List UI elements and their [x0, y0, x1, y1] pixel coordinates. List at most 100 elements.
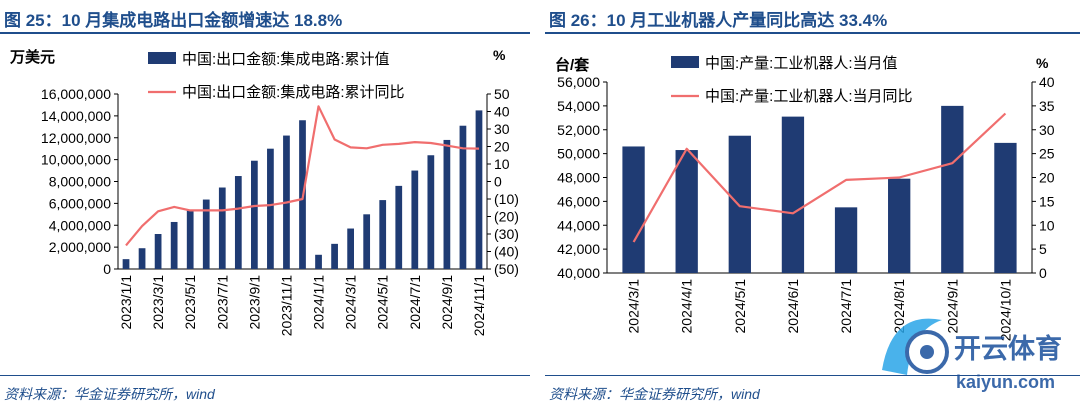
- right-title-rule: [545, 32, 1080, 34]
- right-y-left-label: 台/套: [555, 56, 590, 74]
- left-y-right-tick-label: (30): [494, 226, 519, 242]
- right-y-left-tick-label: 40,000: [557, 265, 600, 281]
- left-bar: [475, 110, 483, 269]
- left-bar: [395, 185, 403, 269]
- right-x-tick-label: 2024/6/1: [785, 279, 801, 334]
- left-legend-line-label: 中国:出口金额:集成电路:累计同比: [182, 84, 405, 101]
- right-x-tick-label: 2024/4/1: [679, 279, 695, 334]
- right-bar: [888, 178, 911, 273]
- left-bar: [443, 139, 451, 269]
- left-bar: [411, 170, 419, 269]
- left-chart: 万美元 % 0 2,000,000 4,000,000 6,000,000 8,000,00…: [9, 47, 519, 336]
- left-source-note: 资料来源：华金证券研究所，wind: [4, 386, 215, 402]
- right-bar: [622, 146, 645, 273]
- left-bar: [154, 234, 162, 269]
- left-y-right-tick-label: (50): [494, 261, 519, 277]
- left-x-tick-label: 2023/11/1: [278, 275, 294, 336]
- right-y-right-tick-label: 5: [1039, 241, 1047, 257]
- right-y-right-tick-label: 40: [1039, 74, 1055, 90]
- left-x-tick-label: 2023/9/1: [246, 275, 262, 330]
- right-x-tick-label: 2024/9/1: [944, 279, 960, 334]
- right-bar: [941, 105, 964, 273]
- right-x-tick-label: 2024/7/1: [838, 279, 854, 334]
- watermark-ball-center-icon: [920, 345, 934, 359]
- left-x-tick-label: 2024/3/1: [343, 275, 359, 330]
- left-y-left-tick-label: 16,000,000: [41, 86, 111, 102]
- right-chart-title: 图 26：10 月工业机器人产量同比高达 33.4%: [549, 11, 888, 30]
- right-chart-panel: 图 26：10 月工业机器人产量同比高达 33.4% 台/套% 40,000 42,…: [545, 0, 1080, 409]
- left-bar: [122, 259, 130, 269]
- left-y-left-tick-label: 4,000,000: [49, 217, 111, 233]
- left-bar: [347, 228, 354, 269]
- right-legend-line-label: 中国:产量:工业机器人:当月同比: [705, 88, 913, 105]
- right-y-left-tick-label: 54,000: [557, 98, 600, 114]
- right-y-left-tick-label: 46,000: [557, 193, 600, 209]
- left-bar: [315, 254, 322, 269]
- left-y-left-tick-label: 10,000,000: [41, 152, 111, 168]
- right-legend-bar-swatch: [671, 56, 699, 68]
- right-x-tick-label: 2024/8/1: [891, 279, 907, 334]
- left-bar: [379, 200, 387, 269]
- right-y-left-tick-label: 50,000: [557, 146, 600, 162]
- left-x-tick-label: 2024/9/1: [439, 275, 455, 330]
- left-y-right-tick-label: 30: [494, 121, 510, 137]
- left-y-left-tick-label: 8,000,000: [49, 174, 111, 190]
- left-y-left-tick-label: 6,000,000: [49, 195, 111, 211]
- right-bar: [728, 135, 751, 273]
- right-x-tick-label: 2024/10/1: [997, 279, 1013, 341]
- left-bar: [170, 221, 178, 269]
- watermark-url-text: kaiyun.com: [956, 372, 1055, 392]
- left-x-tick-label: 2023/3/1: [150, 275, 166, 330]
- left-legend-bar-swatch: [148, 52, 176, 64]
- left-x-tick-label: 2024/5/1: [375, 275, 391, 330]
- left-x-tick-label: 2024/11/1: [471, 275, 487, 336]
- right-y-right-tick-label: 30: [1039, 122, 1055, 138]
- left-x-tick-label: 2023/7/1: [214, 275, 230, 330]
- left-x-tick-label: 2024/7/1: [407, 275, 423, 330]
- right-y-right-tick-label: 0: [1039, 265, 1047, 281]
- right-line-series: [632, 112, 1007, 243]
- right-y-left-tick-label: 42,000: [557, 241, 600, 257]
- right-y-right-tick-label: 15: [1039, 193, 1055, 209]
- left-legend-bar-label: 中国:出口金额:集成电路:累计值: [182, 51, 390, 68]
- right-bar: [834, 207, 858, 273]
- right-y-left-tick-label: 56,000: [557, 74, 600, 90]
- right-legend-bar-label: 中国:产量:工业机器人:当月值: [705, 55, 898, 72]
- left-bar: [267, 148, 274, 269]
- right-x-tick-label: 2024/3/1: [626, 279, 642, 334]
- left-source-rule: [0, 375, 530, 376]
- right-y-right-tick-label: 10: [1039, 217, 1055, 233]
- left-x-tick-label: 2024/1/1: [311, 275, 327, 330]
- right-y-left-tick-label: 44,000: [557, 217, 600, 233]
- left-title-rule: [0, 32, 530, 34]
- left-bar: [427, 155, 435, 269]
- left-y-left-tick-label: 2,000,000: [49, 239, 111, 255]
- left-bar: [251, 160, 258, 269]
- right-y-right-label: %: [1036, 55, 1049, 71]
- left-chart-panel: 图 25：10 月集成电路出口金额增速达 18.8% 万美元% 0 2,000,00…: [0, 0, 530, 409]
- left-bar: [138, 248, 146, 269]
- left-x-tick-label: 2023/5/1: [182, 275, 198, 330]
- right-bar: [994, 142, 1017, 273]
- left-y-right-tick-label: 0: [494, 174, 502, 190]
- right-y-left-tick-label: 52,000: [557, 122, 600, 138]
- left-y-left-tick-label: 12,000,000: [41, 130, 111, 146]
- left-y-right-tick-label: 20: [494, 139, 510, 155]
- left-y-right-tick-label: (20): [494, 209, 519, 225]
- left-y-left-label: 万美元: [9, 48, 55, 66]
- left-y-right-tick-label: (40): [494, 244, 519, 260]
- left-y-right-label: %: [493, 47, 506, 63]
- left-y-left-tick-label: 14,000,000: [41, 108, 111, 124]
- left-y-right-tick-label: 10: [494, 156, 510, 172]
- left-bar: [186, 209, 194, 269]
- right-y-right-tick-label: 35: [1039, 98, 1055, 114]
- right-source-note: 资料来源：华金证券研究所，wind: [549, 386, 760, 402]
- left-bar: [202, 199, 210, 269]
- right-y-right-tick-label: 20: [1039, 170, 1055, 186]
- left-y-right-tick-label: 50: [494, 86, 510, 102]
- left-x-tick-label: 2023/1/1: [118, 275, 134, 330]
- left-y-left-tick-label: 0: [103, 261, 111, 277]
- left-bar: [331, 243, 338, 269]
- right-chart: 台/套 % 40,000 42,000 44,000 46,000 48,000 50,000…: [555, 55, 1055, 341]
- left-y-right-tick-label: 40: [494, 104, 510, 120]
